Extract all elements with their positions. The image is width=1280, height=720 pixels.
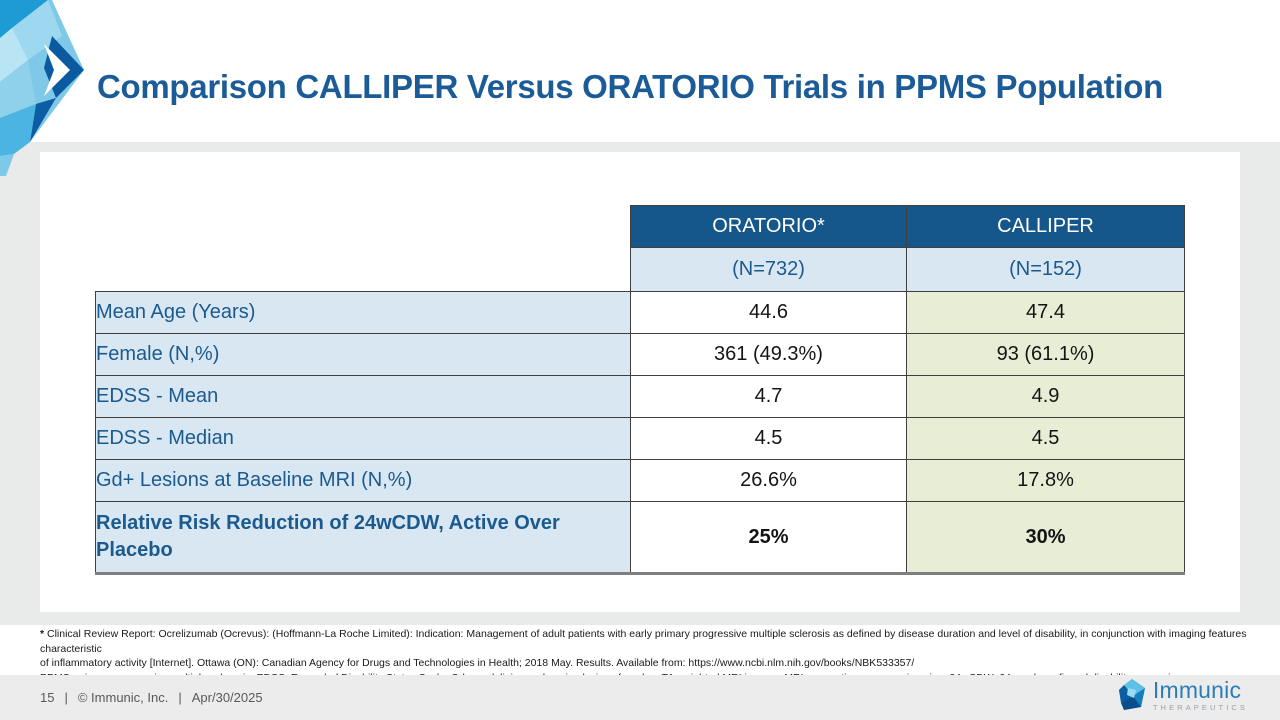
footnote-line-1: * Clinical Review Report: Ocrelizumab (O… xyxy=(40,628,1247,655)
footer-meta: 15 | © Immunic, Inc. | Apr/30/2025 xyxy=(40,675,263,720)
col-header-calliper: CALLIPER xyxy=(906,205,1185,248)
oratorio-value: 44.6 xyxy=(630,291,907,334)
oratorio-value: 361 (49.3%) xyxy=(630,333,907,376)
table-n-row: (N=732) (N=152) xyxy=(96,247,1185,292)
footer-divider: | xyxy=(178,690,182,705)
calliper-value: 30% xyxy=(906,501,1185,575)
oratorio-value: 26.6% xyxy=(630,459,907,502)
row-label: EDSS - Median xyxy=(95,417,631,460)
table-row: Female (N,%) 361 (49.3%) 93 (61.1%) xyxy=(95,333,1185,376)
calliper-value: 17.8% xyxy=(906,459,1185,502)
header-spacer-cell xyxy=(96,206,631,248)
immunic-footer-logo: Immunic THERAPEUTICS xyxy=(1118,679,1248,712)
table-row: Mean Age (Years) 44.6 47.4 xyxy=(95,291,1185,334)
logo-text: Immunic THERAPEUTICS xyxy=(1153,679,1248,712)
immunic-gem-icon xyxy=(1118,679,1145,710)
comparison-table: ORATORIO* CALLIPER (N=732) (N=152) Mean … xyxy=(95,205,1185,575)
footer-date: Apr/30/2025 xyxy=(191,690,263,705)
calliper-value: 4.5 xyxy=(906,417,1185,460)
page-number: 15 xyxy=(40,690,55,705)
slide-title: Comparison CALLIPER Versus ORATORIO Tria… xyxy=(97,68,1163,106)
table-row-highlight: Relative Risk Reduction of 24wCDW, Activ… xyxy=(95,501,1185,575)
footnote-line-2: of inflammatory activity [Internet]. Ott… xyxy=(40,657,915,669)
table-row: EDSS - Mean 4.7 4.9 xyxy=(95,375,1185,418)
n-calliper: (N=152) xyxy=(906,247,1185,292)
row-label: Mean Age (Years) xyxy=(95,291,631,334)
calliper-value: 93 (61.1%) xyxy=(906,333,1185,376)
table-header-row: ORATORIO* CALLIPER xyxy=(96,205,1185,248)
oratorio-value: 25% xyxy=(630,501,907,575)
footnote-asterisk: * xyxy=(40,628,45,640)
table-row: EDSS - Median 4.5 4.5 xyxy=(95,417,1185,460)
oratorio-value: 4.5 xyxy=(630,417,907,460)
immunic-gem-logo xyxy=(0,0,84,176)
copyright-text: © Immunic, Inc. xyxy=(77,690,169,705)
col-header-oratorio: ORATORIO* xyxy=(630,205,907,248)
table-row: Gd+ Lesions at Baseline MRI (N,%) 26.6% … xyxy=(95,459,1185,502)
row-label: Gd+ Lesions at Baseline MRI (N,%) xyxy=(95,459,631,502)
row-label: Relative Risk Reduction of 24wCDW, Activ… xyxy=(95,501,631,575)
n-spacer-cell xyxy=(96,248,631,292)
logo-name: Immunic xyxy=(1152,677,1242,704)
row-label: EDSS - Mean xyxy=(95,375,631,418)
calliper-value: 47.4 xyxy=(906,291,1185,334)
calliper-value: 4.9 xyxy=(906,375,1185,418)
footer-bar: 15 | © Immunic, Inc. | Apr/30/2025 Immun… xyxy=(0,675,1280,720)
n-oratorio: (N=732) xyxy=(630,247,907,292)
logo-subtext: THERAPEUTICS xyxy=(1152,703,1248,713)
footer-divider: | xyxy=(64,690,68,705)
oratorio-value: 4.7 xyxy=(630,375,907,418)
row-label: Female (N,%) xyxy=(95,333,631,376)
